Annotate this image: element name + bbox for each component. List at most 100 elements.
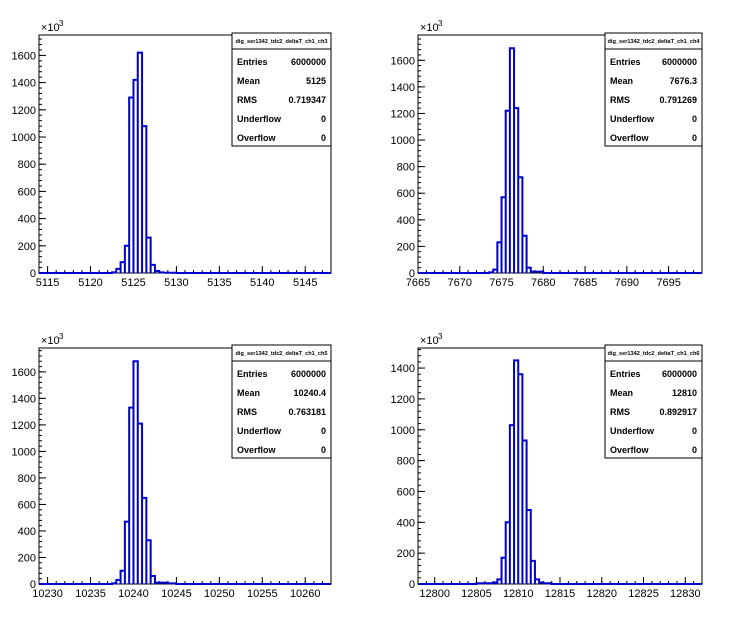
stats-value: 0 [321,133,326,143]
y-tick-label: 1600 [12,367,36,379]
stats-value: 6000000 [291,57,326,67]
y-multiplier-exponent: 3 [438,19,443,28]
y-tick-label: 200 [397,548,415,560]
stats-value: 0 [692,445,697,455]
y-tick-label: 800 [18,473,36,485]
x-tick-label: 5140 [250,277,274,289]
x-tick-label: 5125 [121,277,145,289]
y-tick-label: 400 [397,215,415,227]
y-tick-label: 1400 [391,82,415,94]
y-tick-label: 1200 [12,105,36,117]
stats-value: 0.763181 [288,407,326,417]
y-tick-label: 800 [397,456,415,468]
x-tick-label: 7665 [406,277,430,289]
stats-box: dig_ser1342_tdc2_deltaT_ch1_ch5 Entries 60… [231,344,332,459]
x-tick-label: 7680 [531,277,555,289]
x-tick-label: 7695 [656,277,680,289]
stats-label: RMS [237,407,257,417]
stats-label: Entries [610,369,641,379]
y-tick-label: 800 [397,162,415,174]
stats-label: Underflow [610,426,655,436]
stats-label: Overflow [610,445,650,455]
y-tick-label: 600 [18,186,36,198]
stats-histogram-name: dig_ser1342_tdc2_deltaT_ch1_ch6 [607,351,699,357]
y-tick-label: 200 [18,552,36,564]
stats-box-frame [231,32,332,147]
stats-value: 0 [321,114,326,124]
y-tick-label: 1200 [391,394,415,406]
stats-value: 0 [321,445,326,455]
stats-label: Mean [237,388,260,398]
stats-value: 10240.4 [293,388,326,398]
stats-value: 12810 [672,388,697,398]
stats-box-frame [231,344,332,459]
stats-label: RMS [610,407,630,417]
y-tick-label: 0 [30,579,36,591]
x-tick-label: 12825 [628,588,659,600]
x-tick-label: 12810 [503,588,534,600]
x-tick-label: 12830 [670,588,701,600]
x-tick-label: 7675 [489,277,513,289]
x-tick-label: 5145 [293,277,317,289]
y-tick-label: 400 [397,517,415,529]
histogram-panel-4: 12800 12805 12810 12815 12820 12825 12830 0 200 4… [391,332,703,600]
stats-label: Underflow [237,114,282,124]
stats-value: 6000000 [662,369,697,379]
y-tick-label: 1000 [391,135,415,147]
y-multiplier-label: ×10 [41,335,60,347]
stats-value: 6000000 [291,369,326,379]
y-tick-label: 1200 [391,108,415,120]
y-multiplier-exponent: 3 [59,19,64,28]
y-tick-label: 1000 [12,446,36,458]
y-tick-label: 600 [18,499,36,511]
histogram-panel-3: 10230 10235 10240 10245 10250 10255 10260 0 200 4… [12,332,332,600]
stats-label: Mean [237,76,260,86]
y-tick-label: 200 [397,241,415,253]
stats-label: Mean [610,76,633,86]
y-tick-label: 0 [30,268,36,280]
y-tick-label: 0 [409,579,415,591]
stats-label: Entries [237,369,268,379]
stats-label: Entries [237,57,268,67]
stats-box: dig_ser1342_tdc2_deltaT_ch1_ch6 Entries 60… [604,344,703,459]
stats-value: 7676.3 [669,76,697,86]
y-tick-label: 200 [18,241,36,253]
stats-label: RMS [610,95,630,105]
y-tick-label: 0 [409,268,415,280]
histogram-outline [418,47,702,274]
stats-box-frame [604,344,703,459]
stats-label: Underflow [237,426,282,436]
stats-label: Overflow [610,133,650,143]
x-tick-label: 10255 [247,588,278,600]
stats-value: 0.791269 [659,95,697,105]
x-tick-label: 10235 [75,588,106,600]
y-tick-label: 600 [397,188,415,200]
y-tick-label: 400 [18,214,36,226]
y-multiplier-label: ×10 [41,22,60,34]
histogram-outline [39,51,331,274]
stats-histogram-name: dig_ser1342_tdc2_deltaT_ch1_ch4 [607,39,700,45]
y-multiplier-label: ×10 [420,335,439,347]
stats-value: 6000000 [662,57,697,67]
y-tick-label: 400 [18,526,36,538]
histogram-panel-1: 5115 5120 5125 5130 5135 5140 5145 0 200 400 600 80… [12,19,332,289]
y-tick-label: 1400 [12,393,36,405]
y-tick-label: 1400 [391,363,415,375]
x-tick-label: 10230 [32,588,63,600]
stats-box: dig_ser1342_tdc2_deltaT_ch1_ch4 Entries 60… [604,32,703,147]
stats-value: 0 [692,114,697,124]
stats-value: 0 [692,426,697,436]
x-tick-label: 5120 [78,277,102,289]
y-tick-label: 1000 [391,425,415,437]
x-tick-label: 7690 [615,277,639,289]
x-tick-label: 5130 [164,277,188,289]
y-multiplier-label: ×10 [420,22,439,34]
x-tick-label: 10245 [161,588,192,600]
x-tick-label: 12820 [586,588,617,600]
x-tick-label: 12800 [419,588,450,600]
x-tick-label: 7685 [573,277,597,289]
histogram-outline [418,359,702,585]
x-tick-label: 5135 [207,277,231,289]
stats-value: 0 [321,426,326,436]
